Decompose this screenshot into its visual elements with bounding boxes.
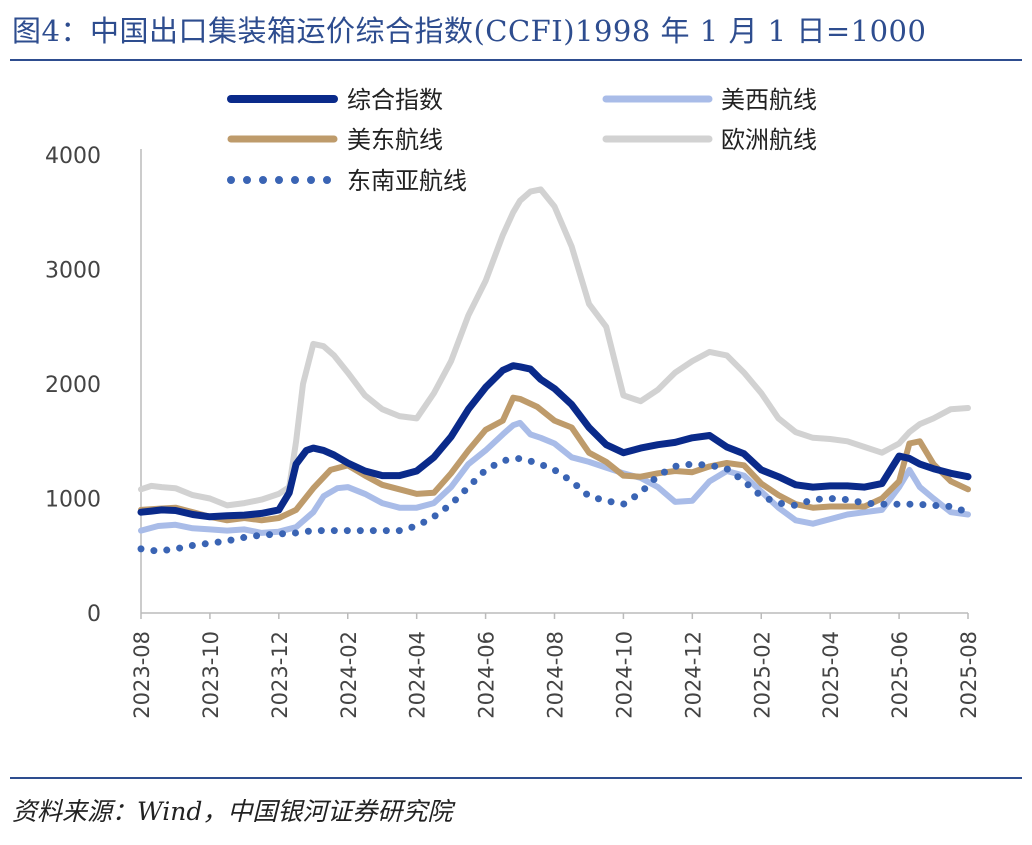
y-tick-label: 4000 bbox=[45, 144, 101, 169]
y-tick-label: 0 bbox=[87, 602, 101, 627]
legend-label-2: 美东航线 bbox=[347, 126, 443, 154]
y-tick-label: 1000 bbox=[45, 488, 101, 513]
series-line-1 bbox=[138, 419, 971, 536]
x-tick-label: 2024-08 bbox=[544, 631, 568, 719]
series-line-2 bbox=[138, 394, 971, 524]
x-tick-label: 2024-06 bbox=[475, 631, 499, 719]
chart-axes: 0 1000 2000 3000 4000 2023-08 2023-10 2023-12 20… bbox=[45, 144, 981, 719]
x-tick-label: 2025-08 bbox=[957, 631, 981, 719]
y-tick-label: 3000 bbox=[45, 259, 101, 284]
chart-title: 图4：中国出口集装箱运价综合指数(CCFI)1998 年 1 月 1 日=100… bbox=[12, 14, 927, 48]
x-tick-label: 2024-12 bbox=[681, 631, 705, 719]
x-tick-label: 2023-10 bbox=[199, 631, 223, 719]
footer-rule bbox=[10, 777, 1022, 779]
legend-label-1: 美西航线 bbox=[721, 86, 817, 114]
series-line-4 bbox=[137, 454, 972, 555]
series-layer bbox=[137, 186, 972, 555]
y-tick-label: 2000 bbox=[45, 373, 101, 398]
x-tick-label: 2023-08 bbox=[130, 631, 154, 719]
x-tick-label: 2024-02 bbox=[337, 631, 361, 719]
series-line-3 bbox=[138, 186, 971, 509]
x-tick-label: 2025-02 bbox=[750, 631, 774, 719]
legend-label-3: 欧洲航线 bbox=[721, 126, 817, 154]
source-note: 资料来源：Wind，中国银河证券研究院 bbox=[12, 797, 453, 826]
x-tick-label: 2024-10 bbox=[612, 631, 636, 719]
x-tick-label: 2024-04 bbox=[406, 631, 430, 719]
x-tick-label: 2025-04 bbox=[819, 631, 843, 719]
x-tick-label: 2025-06 bbox=[888, 631, 912, 719]
legend-label-4: 东南亚航线 bbox=[347, 167, 467, 195]
series-line-0 bbox=[137, 362, 972, 521]
x-tick-label: 2023-12 bbox=[268, 631, 292, 719]
line-chart: 0 1000 2000 3000 4000 2023-08 2023-10 2023-12 20… bbox=[45, 86, 981, 719]
title-rule bbox=[10, 59, 1022, 61]
legend-label-0: 综合指数 bbox=[347, 86, 443, 114]
